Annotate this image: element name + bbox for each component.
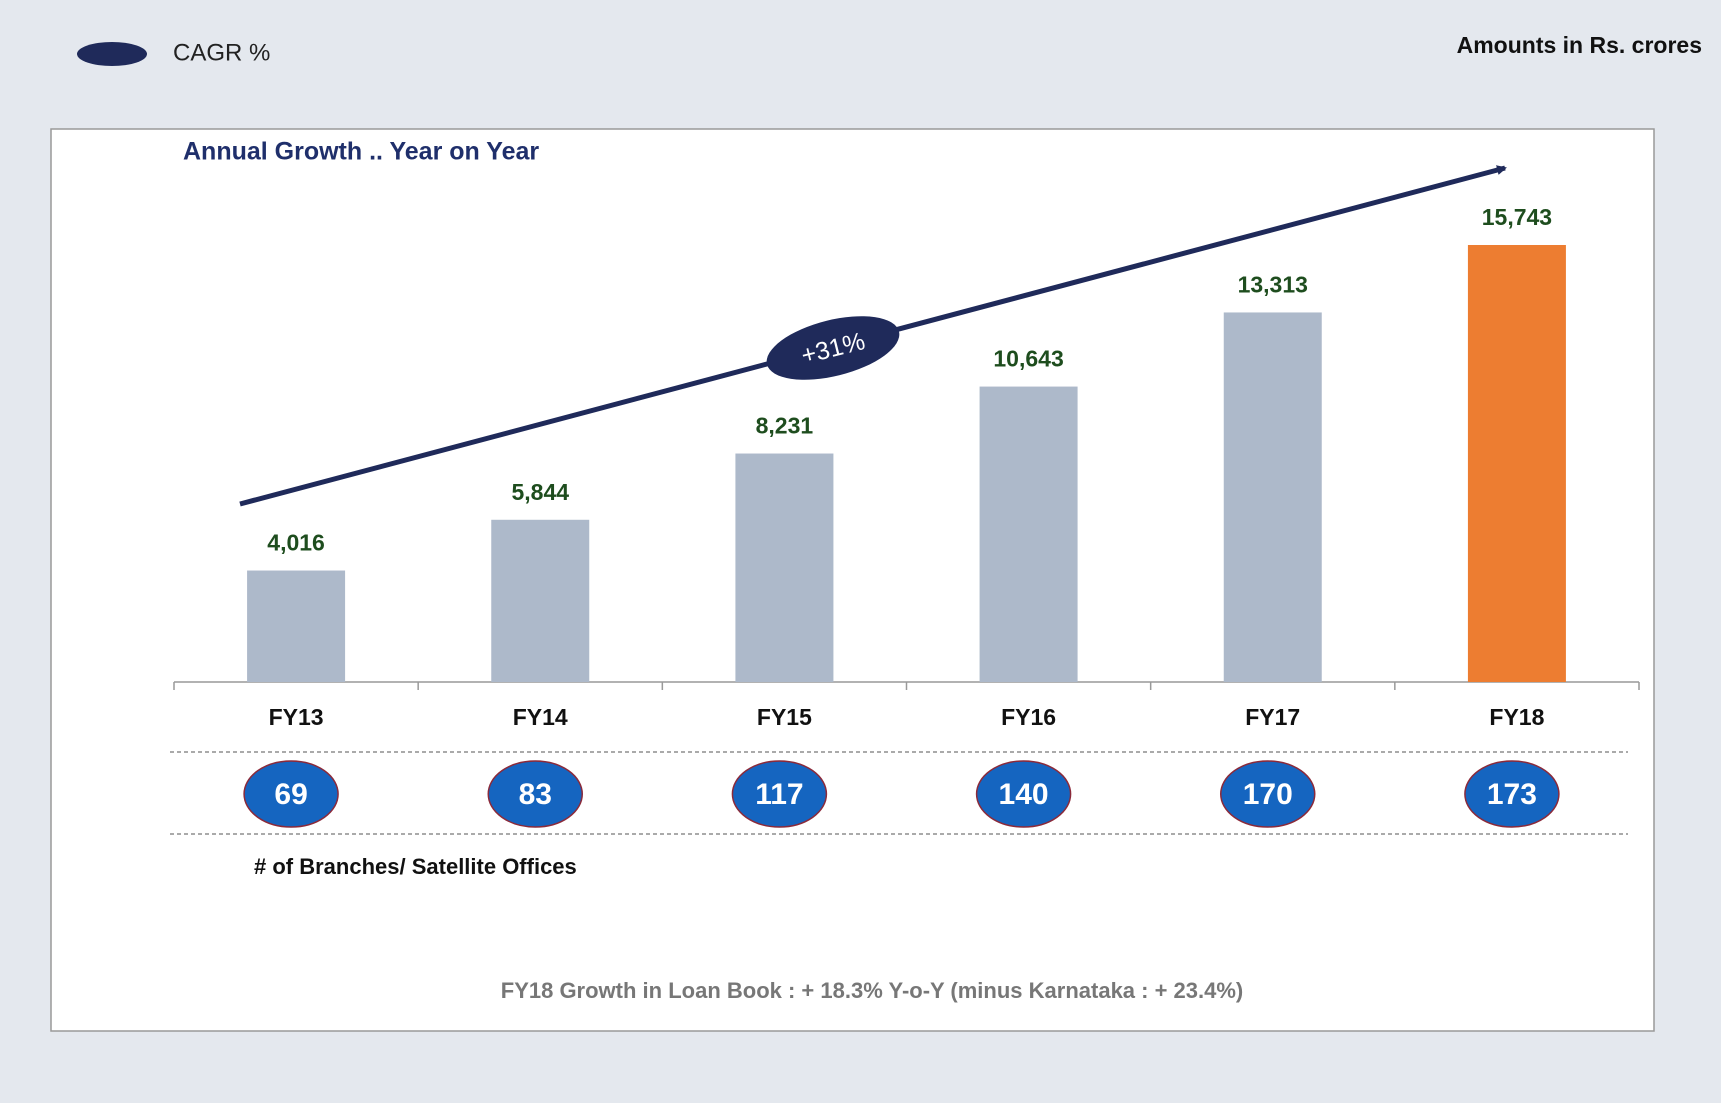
branch-badge: [731, 760, 828, 828]
x-tick-label: FY18: [1489, 704, 1544, 730]
chart-title: Annual Growth .. Year on Year: [183, 138, 539, 166]
value-label: 4,016: [267, 530, 325, 556]
branch-count: 117: [755, 778, 803, 811]
branch-badge: [243, 760, 339, 828]
branch-count: 140: [999, 778, 1049, 811]
branch-count: 173: [1487, 778, 1537, 811]
x-tick-label: FY16: [1001, 704, 1056, 730]
x-tick-label: FY13: [269, 704, 324, 730]
value-label: 10,643: [993, 346, 1063, 372]
x-tick-label: FY17: [1245, 704, 1300, 730]
value-label: 15,743: [1482, 204, 1552, 230]
branch-badge: [487, 760, 583, 828]
bar: [1223, 312, 1322, 682]
footnote: FY18 Growth in Loan Book : + 18.3% Y-o-Y…: [501, 978, 1244, 1003]
legend-swatch: [77, 42, 147, 66]
bar: [247, 570, 346, 682]
branch-badge: [1464, 760, 1560, 828]
branch-count: 170: [1243, 778, 1293, 811]
bar: [1467, 245, 1566, 682]
x-tick-label: FY15: [757, 704, 812, 730]
branches-label: # of Branches/ Satellite Offices: [254, 854, 577, 879]
note: Amounts in Rs. crores: [1457, 32, 1702, 58]
bar: [735, 453, 834, 682]
branch-count: 83: [519, 778, 552, 811]
bar: [491, 519, 590, 682]
legend-label: CAGR %: [173, 39, 270, 66]
branch-count: 69: [274, 778, 307, 811]
branch-badge: [975, 760, 1072, 828]
x-tick-label: FY14: [513, 704, 568, 730]
value-label: 5,844: [511, 479, 569, 505]
value-label: 13,313: [1238, 272, 1308, 298]
bar: [979, 386, 1078, 682]
branch-badge: [1220, 760, 1316, 828]
cagr-badge: +31%: [766, 316, 900, 380]
value-label: 8,231: [756, 413, 814, 439]
cagr-ellipse: [766, 316, 900, 380]
